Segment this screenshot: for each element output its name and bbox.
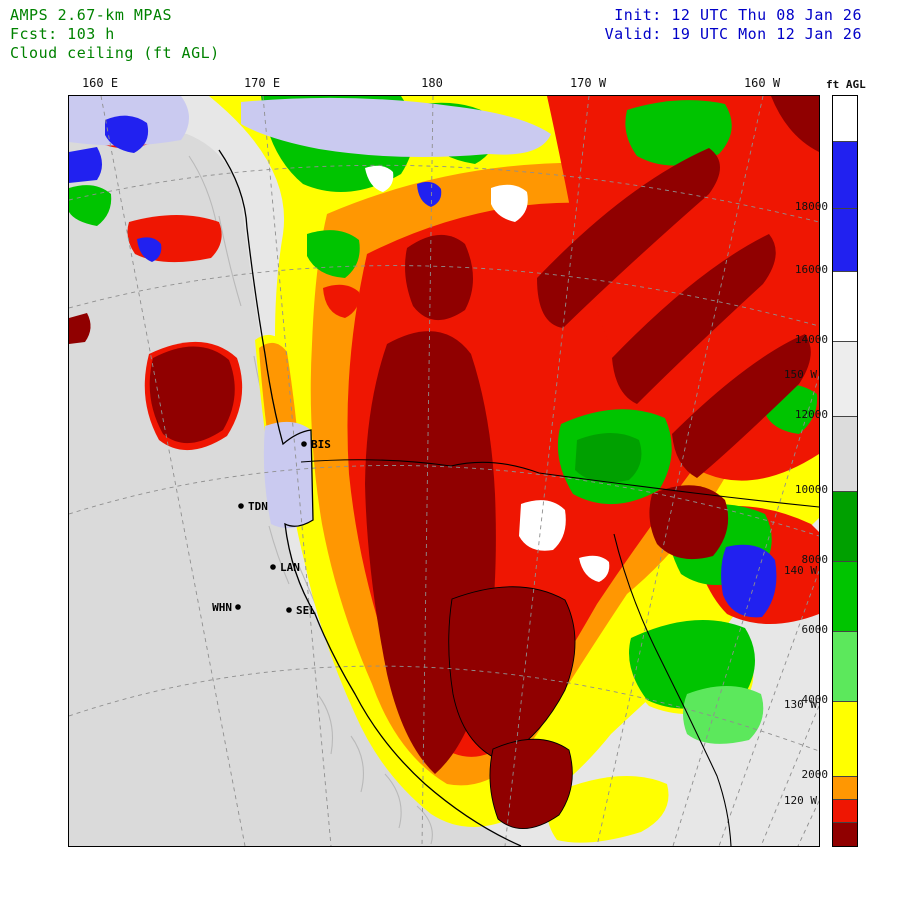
header-right: Init: 12 UTC Thu 08 Jan 26 Valid: 19 UTC… [605,6,862,44]
station-dot [286,607,292,613]
cloud-region-green-west-edge [69,185,112,226]
cloud-region-darkred-west-edge [69,313,91,344]
cloud-region-darkred-west [149,346,235,444]
cloud-region-green-east1-core [575,433,642,483]
coastline-victoria-land [218,149,522,846]
lon-label-170w: 170 W [569,76,607,90]
valid-time: Valid: 19 UTC Mon 12 Jan 26 [604,25,862,43]
model-name: AMPS 2.67-km MPAS [10,6,173,24]
station-markers: BIS TDN LAN WHN SEL [212,438,331,617]
cloud-region-darkred-east [649,485,729,560]
colorbar-segment [833,701,857,776]
station-dot [270,564,276,570]
cloud-region-darkred-streak2 [612,234,776,404]
colorbar-segment [833,208,857,271]
map-svg: BIS TDN LAN WHN SEL [69,96,819,846]
cloud-region-white2 [491,184,528,222]
graticule-parallels [69,164,819,752]
colorbar-segment [833,96,857,141]
map-frame: BIS TDN LAN WHN SEL 150 W 140 W 130 W 120 W [68,95,820,847]
colorbar-tick: 4000 [801,693,829,706]
coastlines [218,149,819,846]
cloud-region-darkred-ne-corner [771,96,819,152]
colorbar-segment [833,799,857,822]
colorbar-segment [833,822,857,846]
cloud-region-darkred-streak1 [537,148,720,328]
colorbar-title: ft AGL [826,78,866,91]
station-dot [235,604,241,610]
station-label: TDN [248,500,268,513]
colorbar-segment [833,561,857,631]
cloud-region-blue-east [721,544,777,618]
colorbar-tick: 14000 [794,333,828,346]
colorbar-segment [833,491,857,561]
colorbar: ft AGL 18000 16000 14000 12000 10000 8000 6000… [795,78,866,847]
colorbar-tick: 8000 [801,553,829,566]
station-label: WHN [212,601,232,614]
cloud-region-darkred-peninsula [448,586,576,761]
cloud-region-white3 [365,165,394,192]
meridian-label-120w: 120 W [783,794,817,807]
cloud-region-green-ne [625,100,732,166]
colorbar-segment [833,341,857,416]
meridian-label-130w: 130 W [783,698,817,711]
meridian-label-140w: 140 W [783,564,817,577]
colorbar-segment [833,271,857,341]
coastline-southeast [613,533,732,846]
station-label: SEL [296,604,316,617]
colorbar-tick: 16000 [794,263,828,276]
colorbar-segment [833,141,857,208]
graticule [69,96,819,846]
station-label: LAN [280,561,300,574]
forecast-hour: Fcst: 103 h [10,25,115,43]
colorbar-scale [832,95,858,847]
cloud-region-green-se2 [683,686,764,744]
station-label: BIS [311,438,331,451]
cloud-region-lavender-top-band [241,97,551,158]
cloud-region-yellow-se2 [547,776,669,843]
lon-label-160w: 160 W [743,76,781,90]
colorbar-segment [833,416,857,491]
cloud-region-blue-nw1 [105,115,149,153]
cloud-region-lavender-bay [263,421,313,529]
colorbar-tick: 6000 [801,623,829,636]
lon-label-160e: 160 E [81,76,119,90]
land [69,114,521,846]
meridian-label-150w: 150 W [783,368,817,381]
colorbar-segment [833,631,857,701]
colorbar-tick: 18000 [794,200,828,213]
lon-label-170e: 170 E [243,76,281,90]
cloud-region-blue-top [417,181,442,207]
colorbar-tick: 2000 [801,768,829,781]
station-dot [301,441,307,447]
cloud-region-darkred-north [405,234,473,321]
cloud-region-blue-west [137,237,162,262]
lon-label-180: 180 [421,76,443,90]
cloud-region-darkred-south-blob [489,738,573,830]
cloud-region-white1 [519,500,566,551]
cloud-region-red-coast-spot [323,284,360,318]
station-dot [238,503,244,509]
init-time: Init: 12 UTC Thu 08 Jan 26 [614,6,862,24]
field-name: Cloud ceiling (ft AGL) [10,44,220,62]
coastline-ice-shelf-front [300,459,819,508]
cloud-region-blue-nw2 [69,147,102,183]
colorbar-segment [833,776,857,799]
cloud-ceiling-field [69,96,819,843]
colorbar-tick: 10000 [794,483,828,496]
cloud-region-white4 [579,555,610,582]
header-left: AMPS 2.67-km MPAS Fcst: 103 h Cloud ceil… [10,6,220,63]
colorbar-tick: 12000 [794,408,828,421]
graticule-meridians [100,96,819,846]
cloud-region-darkred-streak3 [672,334,811,478]
